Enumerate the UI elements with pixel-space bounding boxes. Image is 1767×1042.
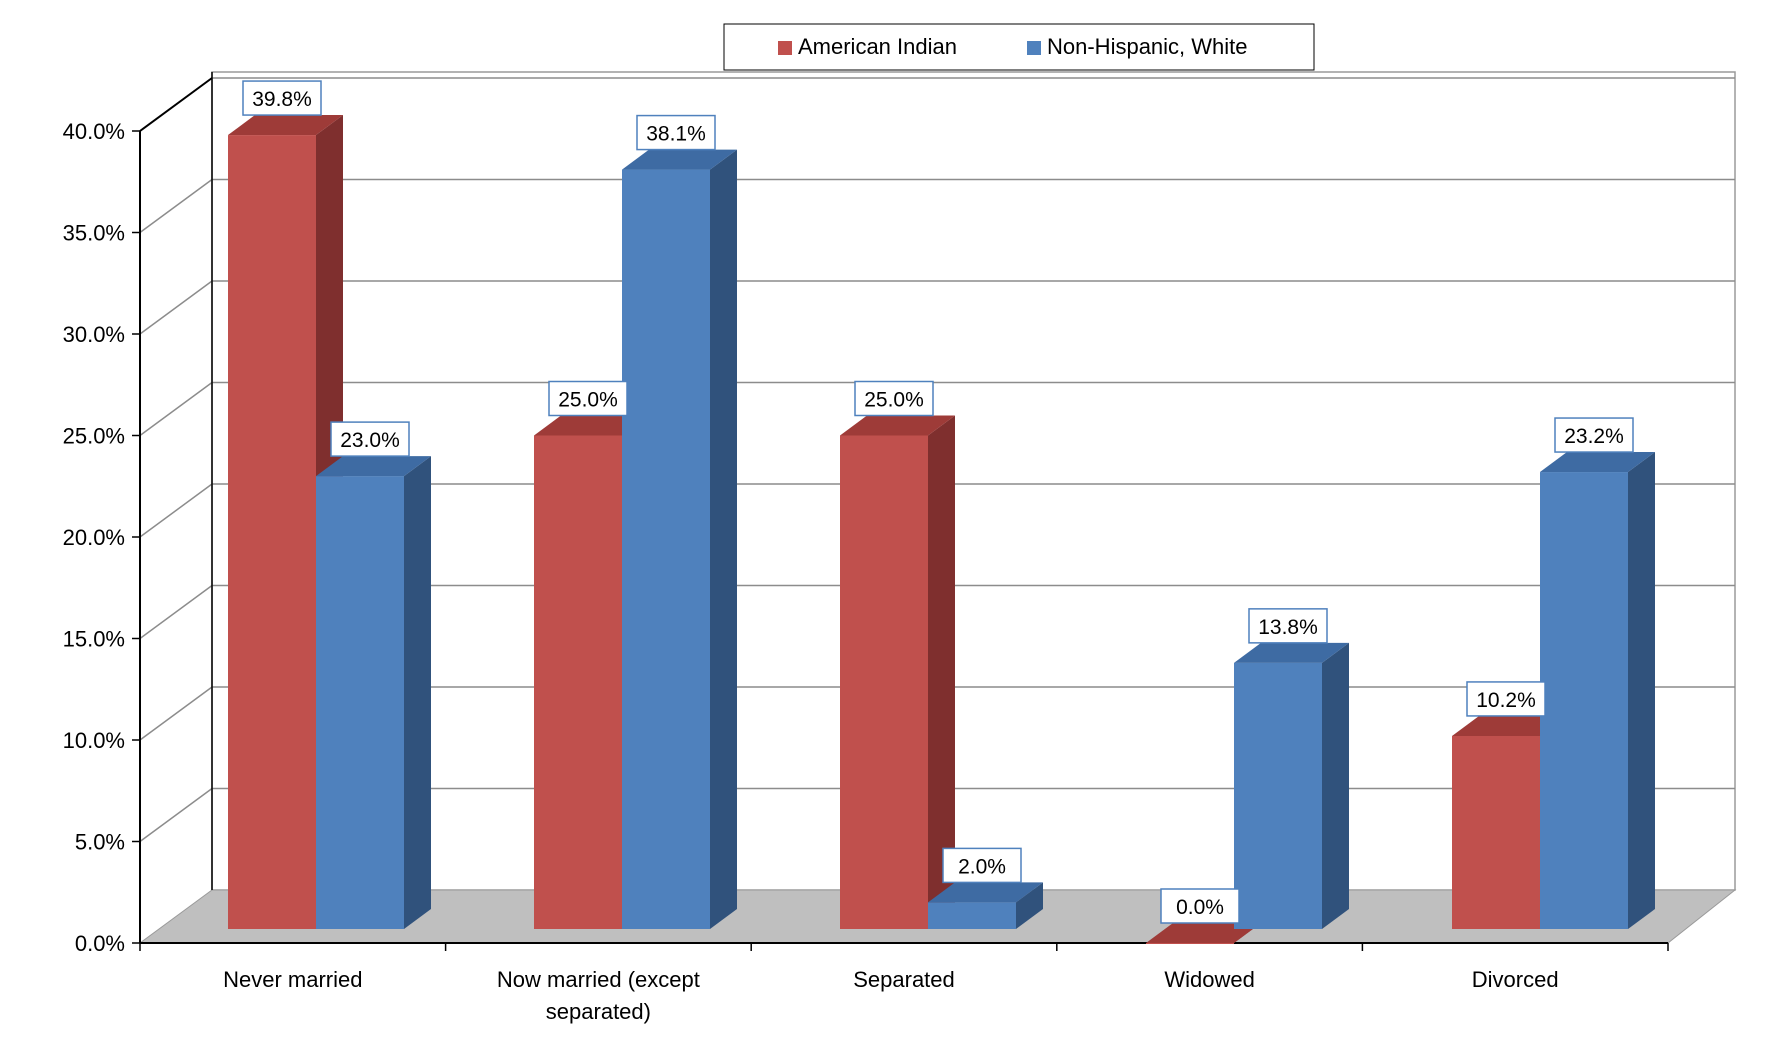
data-label-non-hispanic-white-never-married: 23.0% — [340, 429, 400, 452]
bar-side-non-hispanic-white-separated — [1016, 882, 1043, 929]
bar-side-non-hispanic-white-divorced — [1628, 452, 1655, 929]
bar-non-hispanic-white-now-married-except-separated — [622, 169, 710, 929]
y-tick-label: 40.0% — [63, 119, 125, 144]
legend: American Indian Non-Hispanic, White — [723, 23, 1315, 71]
gridline-side — [139, 787, 213, 843]
data-label-american-indian-divorced: 10.2% — [1476, 689, 1536, 712]
bar-top-american-indian-divorced — [1452, 715, 1567, 736]
data-label-american-indian-never-married: 39.8% — [252, 88, 312, 111]
bar-american-indian-widowed — [1146, 943, 1234, 944]
x-tick-label: Divorced — [1472, 967, 1559, 992]
bar-non-hispanic-white-never-married — [316, 476, 404, 929]
data-label-box-american-indian-now-married-except-separated — [548, 380, 628, 417]
gridline-side — [139, 584, 213, 640]
bar-top-non-hispanic-white-never-married — [316, 456, 431, 477]
legend-label-non-hispanic-white: Non-Hispanic, White — [1047, 34, 1248, 59]
bar-top-non-hispanic-white-separated — [928, 882, 1043, 903]
x-tick-label: Widowed — [1164, 967, 1254, 992]
x-tick-label: separated) — [546, 999, 651, 1024]
gridline-side — [139, 178, 213, 234]
bar-non-hispanic-white-widowed — [1234, 662, 1322, 929]
y-tick-label: 15.0% — [63, 627, 125, 652]
y-tick-label: 20.0% — [63, 525, 125, 550]
y-tick-label: 10.0% — [63, 728, 125, 753]
gridline-side — [139, 381, 213, 437]
legend-swatch-american-indian — [778, 41, 792, 55]
bar-american-indian-separated — [840, 435, 928, 929]
data-label-american-indian-widowed: 0.0% — [1176, 896, 1224, 919]
data-label-box-american-indian-widowed — [1160, 888, 1240, 924]
legend-swatch-non-hispanic-white — [1027, 41, 1041, 55]
data-label-non-hispanic-white-divorced: 23.2% — [1564, 425, 1624, 448]
bar-top-non-hispanic-white-now-married-except-separated — [622, 149, 737, 170]
data-label-box-non-hispanic-white-widowed — [1248, 608, 1328, 644]
bar-side-non-hispanic-white-widowed — [1322, 642, 1349, 929]
data-label-non-hispanic-white-separated: 2.0% — [958, 855, 1006, 878]
x-tick-label: Never married — [223, 967, 362, 992]
data-label-american-indian-now-married-except-separated: 25.0% — [558, 389, 618, 412]
gridline-side — [139, 483, 213, 538]
y-tick-label: 25.0% — [63, 424, 125, 449]
bar-top-american-indian-separated — [840, 415, 955, 436]
data-label-box-american-indian-divorced — [1466, 681, 1546, 717]
data-label-box-non-hispanic-white-divorced — [1554, 417, 1634, 453]
bars — [228, 115, 1655, 944]
bar-american-indian-now-married-except-separated — [534, 435, 622, 929]
bar-american-indian-never-married — [228, 135, 316, 929]
data-label-non-hispanic-white-now-married-except-separated: 38.1% — [646, 123, 706, 146]
bar-top-non-hispanic-white-widowed — [1234, 642, 1349, 663]
x-tick-label: Now married (except — [497, 967, 700, 992]
gridline-side — [139, 686, 213, 741]
bar-top-american-indian-now-married-except-separated — [534, 415, 649, 436]
data-label-box-non-hispanic-white-never-married — [330, 421, 410, 457]
data-label-box-american-indian-separated — [854, 380, 934, 417]
data-label-box-non-hispanic-white-separated — [942, 847, 1022, 884]
y-tick-label: 35.0% — [63, 221, 125, 246]
bar-top-non-hispanic-white-divorced — [1540, 452, 1655, 473]
y-axis-top-edge — [139, 77, 213, 132]
y-tick-label: 0.0% — [75, 931, 125, 956]
data-label-box-non-hispanic-white-now-married-except-separated — [636, 114, 716, 151]
legend-box — [723, 23, 1315, 71]
bar-side-american-indian-separated — [928, 415, 955, 929]
data-label-american-indian-separated: 25.0% — [864, 389, 924, 412]
y-tick-label: 30.0% — [63, 322, 125, 347]
data-label-box-american-indian-never-married — [242, 80, 322, 116]
legend-label-american-indian: American Indian — [798, 34, 957, 59]
gridline-side — [139, 280, 213, 335]
bar-side-non-hispanic-white-now-married-except-separated — [710, 149, 737, 929]
bar-american-indian-divorced — [1452, 735, 1540, 929]
bar-side-non-hispanic-white-never-married — [404, 456, 431, 929]
data-label-non-hispanic-white-widowed: 13.8% — [1258, 616, 1318, 639]
y-tick-label: 5.0% — [75, 830, 125, 855]
bar-top-american-indian-widowed — [1146, 923, 1261, 943]
bar-non-hispanic-white-divorced — [1540, 472, 1628, 929]
x-tick-label: Separated — [853, 967, 955, 992]
data-labels: 39.8% 25.0% 25.0% 0.0% 10.2% 23.0% 38.1% 2.0% 13… — [242, 80, 1634, 924]
bar-non-hispanic-white-separated — [928, 902, 1016, 929]
bar-top-american-indian-never-married — [228, 115, 343, 136]
axes: 0.0% 5.0% 10.0% 15.0% 20.0% 25.0% 30.0% 35.0% 40… — [63, 72, 1669, 1024]
